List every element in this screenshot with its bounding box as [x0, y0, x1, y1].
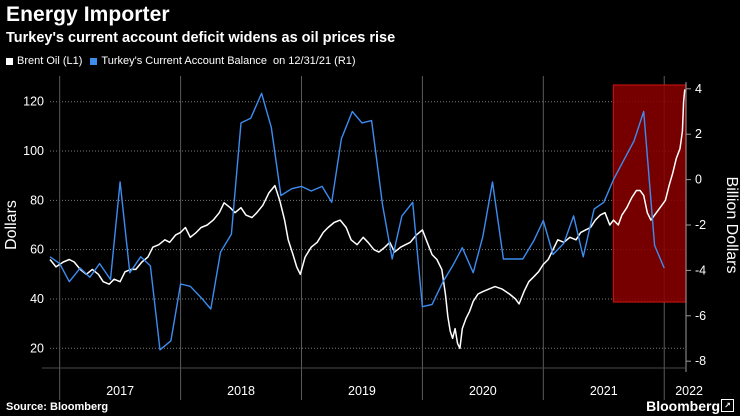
x-tick-label: 2021 — [590, 384, 618, 398]
tick-labels-layer: 20 40 60 80 100 120 -8 -6 -4 -2 0 2 4 2017 2018 2019 202… — [3, 82, 740, 398]
chart-legend: Brent Oil (L1) Turkey's Current Account … — [6, 55, 364, 67]
legend-swatch-current-account — [90, 57, 98, 65]
chart-title: Energy Importer — [6, 3, 170, 26]
right-tick-label: 2 — [695, 127, 702, 141]
legend-label-date-note: on 12/31/21 (R1) — [272, 55, 356, 67]
left-tick-label: 20 — [30, 341, 44, 355]
right-tick-label: -6 — [695, 309, 706, 323]
series-line-current-account — [49, 92, 665, 351]
legend-item-brent: Brent Oil (L1) — [6, 55, 82, 67]
legend-swatch-brent — [6, 57, 13, 65]
left-tick-label: 100 — [23, 144, 44, 158]
right-tick-label: 4 — [695, 82, 702, 96]
right-tick-label: -2 — [695, 218, 706, 232]
right-tick-label: -8 — [695, 354, 706, 368]
x-tick-label: 2022 — [675, 384, 703, 398]
axes-layer — [42, 82, 691, 372]
x-tick-label: 2019 — [348, 384, 376, 398]
bloomberg-logo: Bloomberg — [646, 398, 720, 414]
x-tick-label: 2017 — [106, 384, 134, 398]
source-note: Source: Bloomberg — [6, 401, 109, 413]
bloomberg-badge-icon: ↗ — [721, 399, 734, 412]
left-tick-label: 60 — [30, 243, 44, 257]
right-tick-label: -4 — [695, 263, 706, 277]
grid-lines — [50, 76, 686, 400]
chart-subtitle: Turkey's current account deficit widens … — [6, 30, 396, 46]
series-layer — [49, 89, 686, 351]
legend-item-current-account: Turkey's Current Account Balance on 12/3… — [90, 55, 356, 67]
legend-label-current-account: Turkey's Current Account Balance — [101, 55, 267, 67]
x-tick-label: 2020 — [469, 384, 497, 398]
x-tick-label: 2018 — [227, 384, 255, 398]
y-axis-title-left: Dollars — [3, 200, 20, 250]
right-tick-label: 0 — [695, 173, 702, 187]
left-tick-label: 80 — [30, 193, 44, 207]
y-axis-title-right: Billion Dollars — [723, 177, 740, 274]
series-line-brent-oil — [49, 89, 686, 350]
legend-label-brent: Brent Oil (L1) — [17, 55, 83, 67]
left-tick-label: 120 — [23, 95, 44, 109]
left-tick-label: 40 — [30, 292, 44, 306]
